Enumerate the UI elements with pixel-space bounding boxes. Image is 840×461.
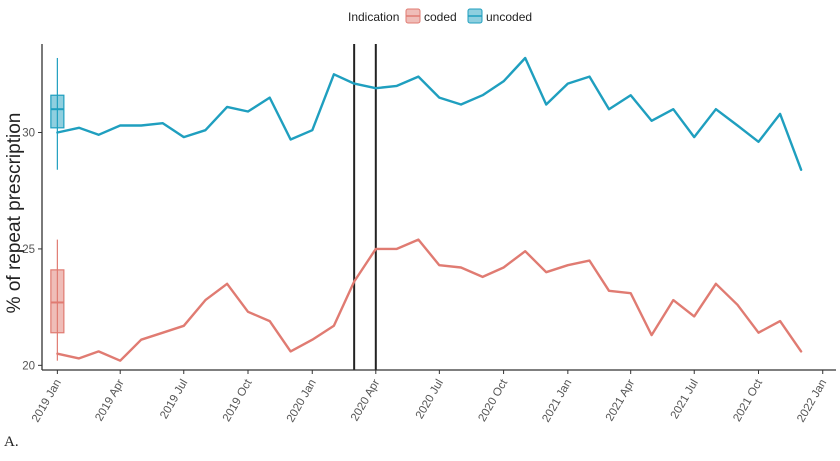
x-axis-ticks: 2019 Jan 2019 Apr 2019 Jul 2019 Oct 2020 Jan… — [30, 370, 829, 424]
x-tick-label: 2022 Jan — [795, 378, 829, 425]
legend-label-coded: coded — [424, 10, 457, 24]
series-line-coded — [56, 238, 803, 362]
x-tick-label: 2020 Apr — [349, 377, 382, 423]
x-tick-label: 2019 Oct — [221, 377, 255, 424]
boxplot-box-uncoded — [50, 94, 65, 129]
axes — [41, 44, 836, 371]
y-axis-title: % of repeat prescription — [4, 113, 25, 314]
series-lines — [56, 56, 803, 362]
reference-lines — [353, 44, 377, 370]
x-tick-label: 2019 Jul — [158, 378, 190, 422]
y-axis-ticks: 20 25 30 — [22, 127, 42, 372]
boxplot-box-coded — [50, 269, 65, 334]
series-line-uncoded — [56, 56, 803, 171]
x-tick-label: 2020 Jan — [285, 378, 319, 425]
x-tick-label: 2021 Oct — [731, 377, 765, 424]
x-tick-label: 2020 Jul — [414, 378, 446, 422]
y-tick-label: 20 — [22, 360, 35, 372]
x-tick-label: 2020 Oct — [476, 377, 510, 424]
y-tick-label: 30 — [22, 127, 35, 139]
legend: Indication coded uncoded — [348, 8, 532, 24]
x-tick-label: 2021 Jan — [540, 378, 574, 425]
x-tick-label: 2021 Jul — [669, 378, 701, 422]
x-tick-label: 2019 Apr — [93, 377, 126, 423]
x-tick-label: 2019 Jan — [30, 378, 64, 425]
y-tick-label: 25 — [22, 244, 35, 256]
x-tick-label: 2021 Apr — [604, 377, 637, 423]
legend-title: Indication — [348, 10, 399, 24]
legend-label-uncoded: uncoded — [486, 10, 532, 24]
figure-caption: A. — [4, 434, 19, 450]
boxplots — [50, 57, 65, 361]
